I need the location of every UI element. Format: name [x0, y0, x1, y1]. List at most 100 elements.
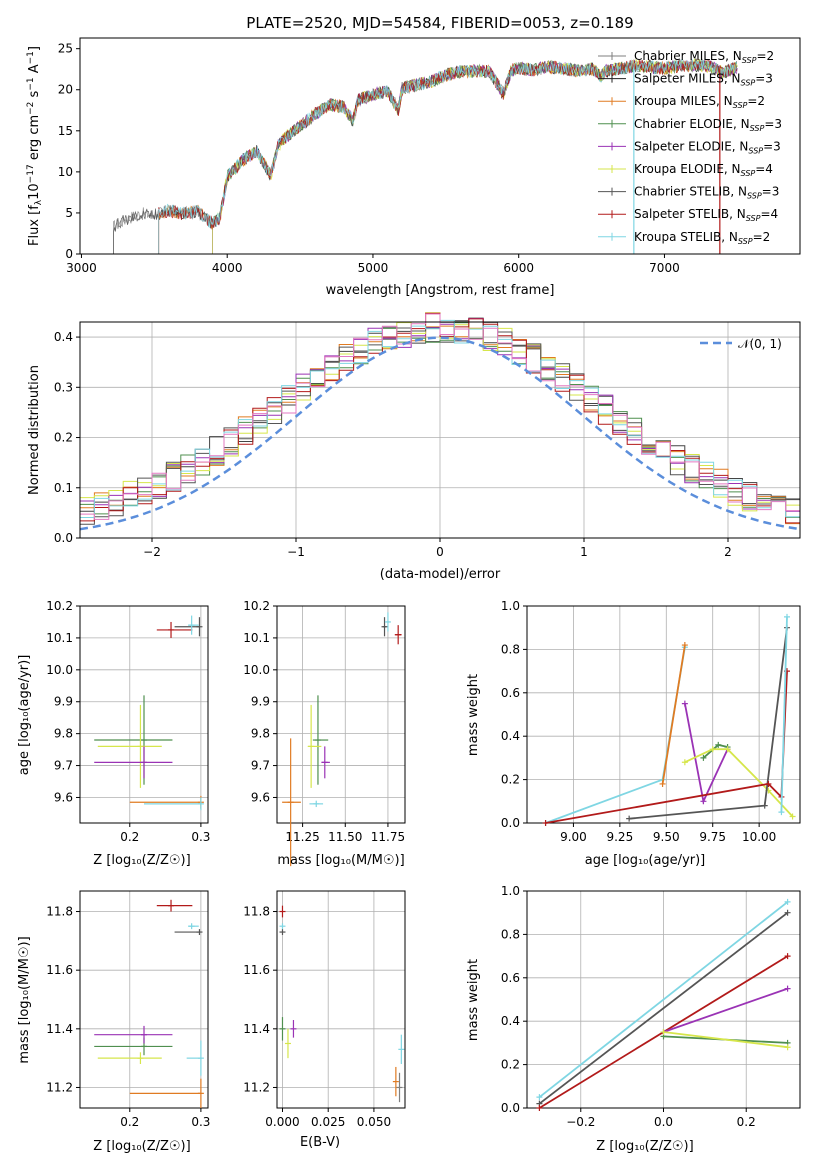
weight-line-7: [780, 616, 788, 813]
weight-line-0: [545, 647, 686, 824]
x-tick-label: 0.0: [654, 1115, 673, 1129]
x-tick-label: 9.25: [606, 830, 633, 844]
histogram-series-8: [79, 313, 800, 538]
y-tick-label: 9.6: [54, 790, 73, 804]
x-tick-label: 11.25: [285, 830, 319, 844]
weight-point-0-0: [536, 1094, 543, 1101]
weight-point-3-0: [700, 754, 707, 761]
spectrum-legend: Chabrier MILES, NSSP=2 Salpeter MILES, NS…: [598, 49, 782, 246]
y-tick-label: 9.7: [251, 759, 270, 773]
spectrum-line-3: [212, 59, 738, 254]
y-tick-label: 11.2: [46, 1080, 73, 1094]
spectrum-title: PLATE=2520, MJD=54584, FIBERID=0053, z=0…: [246, 14, 633, 32]
y-tick-label: 11.4: [46, 1022, 73, 1036]
mass-age-xlabel: mass [log₁₀(M/M☉)]: [277, 853, 404, 868]
y-tick-label: 10.0: [243, 663, 270, 677]
x-tick-label: 0.2: [120, 830, 139, 844]
y-tick-label: 0.6: [501, 686, 520, 700]
legend-label-6: Chabrier STELIB, NSSP=3: [634, 185, 779, 201]
y-tick-label: 20: [58, 83, 73, 97]
panel-frame: [79, 890, 209, 1109]
weight-point-6-1: [765, 780, 772, 787]
y-tick-label: 9.9: [251, 695, 270, 709]
y-tick-label: 0.3: [54, 380, 73, 394]
y-tick-label: 0.4: [54, 330, 73, 344]
x-tick-label: 0.000: [265, 1115, 299, 1129]
y-tick-label: 0.8: [501, 642, 520, 656]
y-tick-label: 0.4: [501, 1014, 520, 1028]
weight-line-4: [684, 748, 794, 818]
y-tick-label: 11.8: [243, 905, 270, 919]
y-tick-label: 0.4: [501, 729, 520, 743]
x-tick-label: 4000: [212, 261, 243, 275]
x-tick-label: 10.00: [742, 830, 776, 844]
y-tick-label: 10.1: [243, 631, 270, 645]
weight-point-5-0: [660, 1029, 667, 1036]
weight-point-3-1: [715, 741, 722, 748]
weight-point-2-0: [681, 700, 688, 707]
x-tick-label: 11.75: [371, 830, 405, 844]
weight-point-7-1: [784, 613, 790, 620]
legend-label-5: Kroupa ELODIE, NSSP=4: [634, 162, 773, 178]
x-tick-label: 3000: [66, 261, 97, 275]
legend-label-4: Salpeter ELODIE, NSSP=3: [634, 139, 781, 155]
legend-label-2: Kroupa MILES, NSSP=2: [634, 94, 765, 110]
weight-point-6-0: [542, 820, 549, 826]
z-age-panel: 0.2 0.3 9.6 9.7 9.8 9.9 10.0 10.1 10.2: [46, 599, 210, 844]
x-tick-label: −2: [143, 545, 161, 559]
y-tick-label: 0.2: [54, 431, 73, 445]
y-tick-label: 10.1: [46, 631, 73, 645]
legend-label-0: Chabrier MILES, NSSP=2: [634, 49, 774, 65]
legend-label-1: Salpeter MILES, NSSP=3: [634, 72, 773, 88]
x-tick-label: 0.050: [357, 1115, 391, 1129]
legend-label-7: Salpeter STELIB, NSSP=4: [634, 207, 778, 223]
y-tick-label: 9.7: [54, 759, 73, 773]
z-mass-ylabel: mass [log₁₀(M/M☉)]: [17, 936, 32, 1063]
panel-frame: [276, 890, 406, 1109]
weight-line-1: [538, 911, 789, 1105]
y-tick-label: 9.6: [251, 790, 270, 804]
x-tick-label: 0.3: [191, 1115, 210, 1129]
x-tick-label: 1: [580, 545, 588, 559]
z-age-xlabel: Z [log₁₀(Z/Z☉)]: [93, 853, 190, 868]
panel-frame: [526, 605, 801, 824]
x-tick-label: 0.2: [120, 1115, 139, 1129]
spectrum-line-0: [113, 59, 738, 254]
spectrum-line-8: [158, 59, 738, 254]
legend-label-3: Chabrier ELODIE, NSSP=3: [634, 117, 782, 133]
weight-point-4-0: [681, 759, 688, 766]
panel-frame: [276, 605, 406, 824]
weight-point-2-1: [784, 953, 791, 960]
z-weight-xlabel: Z [log₁₀(Z/Z☉)]: [596, 1139, 693, 1154]
weight-point-5-0: [626, 815, 633, 822]
x-tick-label: 9.75: [699, 830, 726, 844]
y-tick-label: 25: [58, 42, 73, 56]
y-tick-label: 15: [58, 124, 73, 138]
spectrum-xlabel: wavelength [Angstrom, rest frame]: [326, 283, 555, 298]
y-tick-label: 11.8: [46, 905, 73, 919]
y-tick-label: 0.2: [501, 1058, 520, 1072]
y-tick-label: 0.0: [501, 1101, 520, 1115]
y-tick-label: 0.0: [54, 531, 73, 545]
weight-point-1-1: [784, 909, 791, 916]
y-tick-label: 1.0: [501, 884, 520, 898]
y-tick-label: 10.2: [243, 599, 270, 613]
weight-point-0-1: [784, 898, 791, 905]
y-tick-label: 9.9: [54, 695, 73, 709]
y-tick-label: 9.8: [251, 727, 270, 741]
x-tick-label: 6000: [503, 261, 534, 275]
weight-point-1-0: [659, 780, 666, 787]
z-weight-ylabel: mass weight: [466, 959, 481, 1041]
weight-point-4-1: [709, 746, 716, 753]
y-tick-label: 0.1: [54, 481, 73, 495]
z-mass-panel: 0.2 0.3 11.2 11.4 11.6 11.8: [46, 890, 210, 1129]
x-tick-label: −0.2: [566, 1115, 595, 1129]
z-age-ylabel: age [log₁₀(age/yr)]: [17, 655, 32, 776]
y-tick-label: 10.2: [46, 599, 73, 613]
x-tick-label: 9.50: [653, 830, 680, 844]
ebv-mass-xlabel: E(B-V): [300, 1135, 340, 1150]
y-tick-label: 10: [58, 165, 73, 179]
spectrum-panel: PLATE=2520, MJD=54584, FIBERID=0053, z=0…: [26, 14, 801, 298]
weight-point-1-1: [681, 642, 688, 649]
normal-curve: [79, 336, 801, 531]
